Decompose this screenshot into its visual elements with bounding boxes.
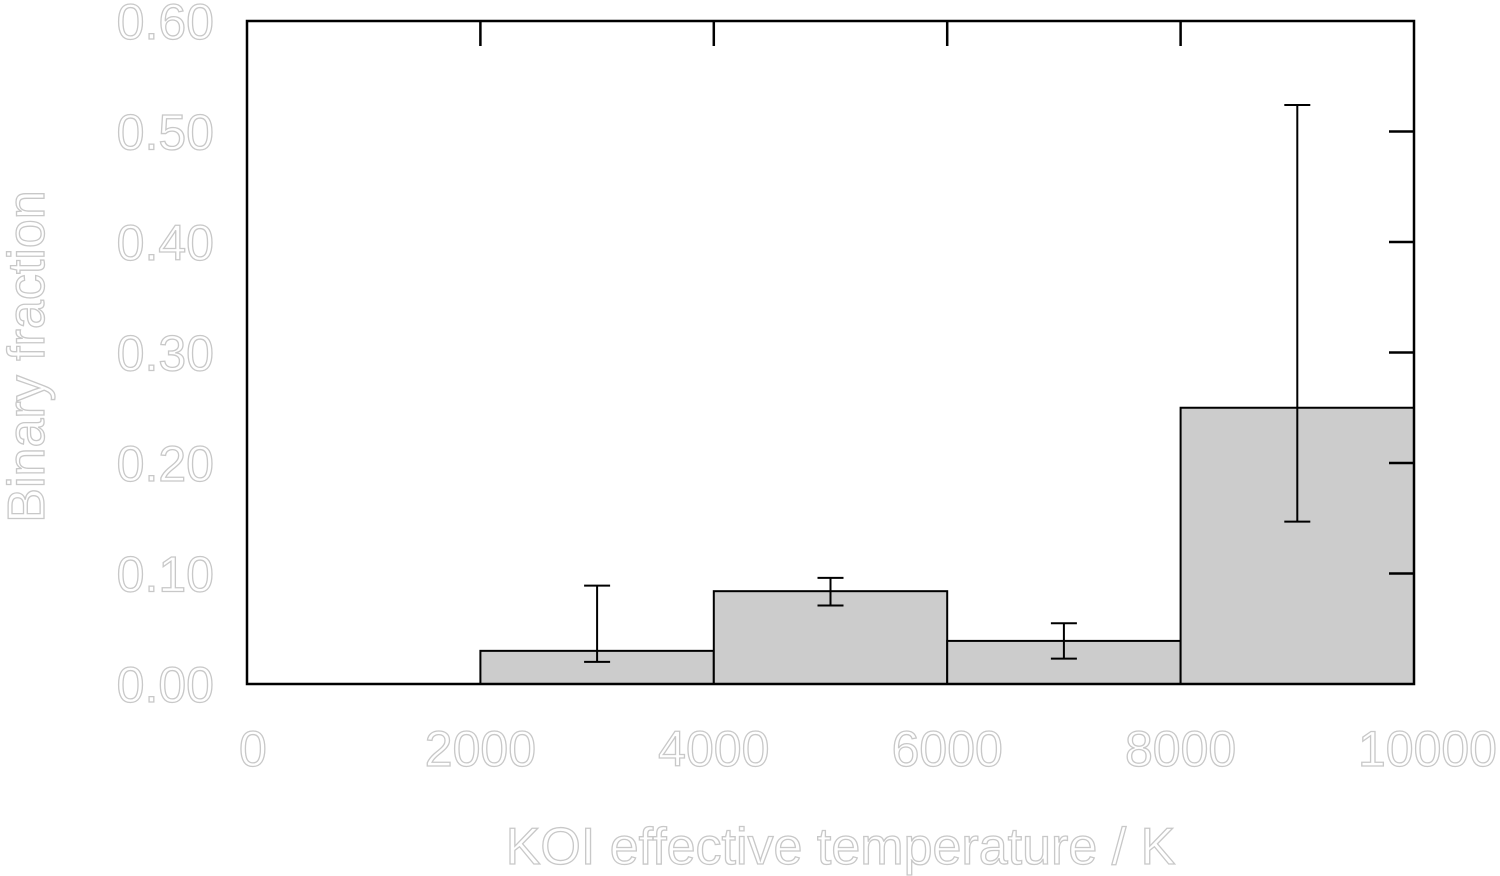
bars-layer [479, 406, 1415, 686]
x-axis-title: KOI effective temperature / K [506, 818, 1176, 876]
x-tick-labels: 0 2000 4000 6000 8000 10000 [238, 720, 1497, 777]
x-tick-label: 4000 [658, 721, 769, 777]
y-tick-labels: 0.00 0.10 0.20 0.30 0.40 0.50 0.60 [116, 0, 215, 714]
x-tick-label: 2000 [425, 721, 536, 777]
y-tick-label: 0.60 [117, 0, 214, 50]
x-tick-label: 6000 [892, 721, 1003, 777]
errorbars-layer [584, 103, 1311, 663]
x-tick-label: 10000 [1358, 721, 1497, 777]
bar-1 [712, 590, 949, 685]
y-axis-title: Binary fraction [0, 190, 56, 522]
y-tick-label: 0.00 [117, 657, 214, 713]
x-tick-label: 8000 [1125, 721, 1236, 777]
y-tick-label: 0.10 [117, 547, 214, 603]
ticks-layer [479, 21, 1414, 575]
y-tick-label: 0.50 [117, 105, 214, 161]
x-tick-label: 0 [239, 721, 267, 777]
y-tick-label: 0.20 [117, 436, 214, 492]
y-tick-label: 0.30 [117, 326, 214, 382]
y-tick-label: 0.40 [117, 215, 214, 271]
